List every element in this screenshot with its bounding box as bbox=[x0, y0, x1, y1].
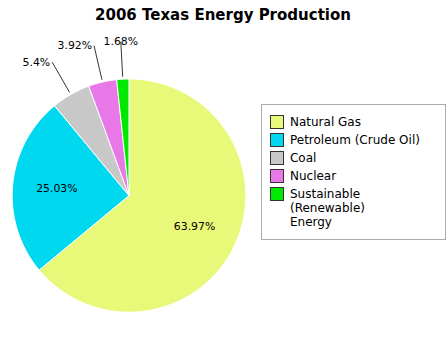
html-text:2006 Texas Energy Production: 2006 Texas Energy Production bbox=[95, 6, 351, 24]
html-text:Natural Gas: Natural Gas bbox=[290, 114, 361, 129]
html-text:Petroleum (Crude Oil): Petroleum (Crude Oil) bbox=[290, 132, 420, 147]
svg-text:5.4%: 5.4% bbox=[23, 56, 51, 69]
svg-text:63.97%: 63.97% bbox=[174, 220, 215, 233]
svg-text:1.68%: 1.68% bbox=[104, 35, 139, 48]
svg-text:25.03%: 25.03% bbox=[36, 182, 77, 195]
html-text:Coal: Coal bbox=[290, 150, 317, 165]
html-text:Nuclear: Nuclear bbox=[290, 168, 337, 183]
html-text:Sustainable (Renewable) Energy: Sustainable (Renewable) Energy bbox=[290, 186, 365, 229]
svg-text:3.92%: 3.92% bbox=[58, 39, 93, 52]
